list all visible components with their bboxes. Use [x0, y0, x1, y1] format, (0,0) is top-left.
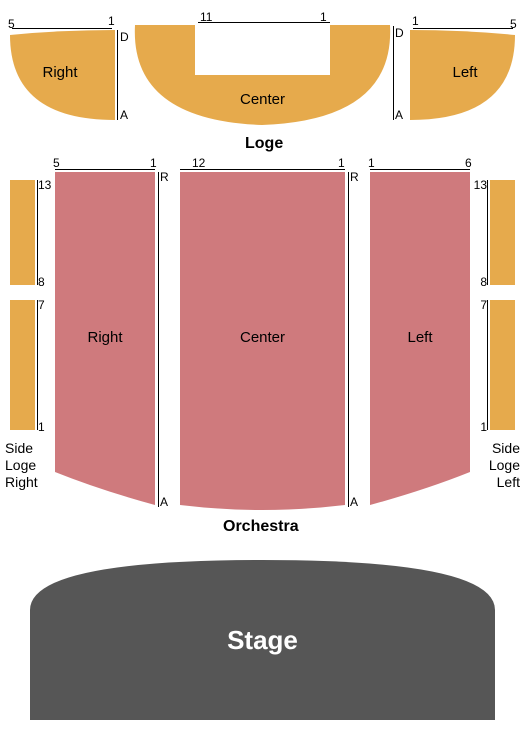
seating-chart: Right 5 1 D A Center 11 1 D A Left 5 1 L… [0, 0, 525, 731]
stage: Stage [30, 560, 495, 720]
stage-label: Stage [227, 625, 298, 656]
